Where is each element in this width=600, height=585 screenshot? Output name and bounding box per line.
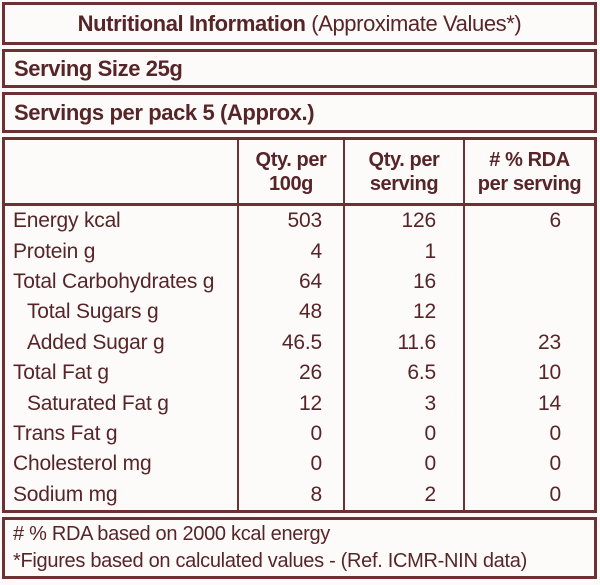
value-per-serving: 11.6 [343,327,463,359]
header-qty-per-100g: Qty. per 100g [237,140,343,203]
table-row: Protein g 4 1 [5,236,594,267]
table-header-row: Qty. per 100g Qty. per serving # % RDA p… [5,140,594,206]
nutrient-name: Saturated Fat g [27,391,169,415]
nutrient-name: Trans Fat g [13,422,118,446]
nutrient-name: Protein g [13,239,96,263]
table-row: Added Sugar g 46.5 11.6 23 [5,327,594,359]
footnotes-box: # % RDA based on 2000 kcal energy *Figur… [2,517,597,579]
header-qty-per-serving: Qty. per serving [343,140,463,203]
value-per-100g: 503 [237,206,343,237]
servings-per-pack-box: Servings per pack 5 (Approx.) [2,92,597,133]
table-row: Sodium mg 8 2 0 [5,479,594,511]
value-rda: 0 [463,449,594,480]
serving-size-text: Serving Size 25g [14,55,183,81]
table-row: Energy kcal 503 126 6 [5,206,594,237]
value-per-serving: 0 [343,449,463,480]
value-per-serving: 3 [343,388,463,419]
nutrient-name: Sodium mg [13,482,118,506]
value-rda: 0 [463,479,594,511]
value-per-serving: 1 [343,236,463,267]
value-per-serving: 16 [343,266,463,298]
value-rda: 23 [463,327,594,359]
value-per-serving: 2 [343,479,463,511]
table-row: Total Sugars g 48 12 [5,297,594,328]
table-row: Total Fat g 26 6.5 10 [5,358,594,389]
header-qty-serving-line2: serving [369,172,439,195]
value-rda: 0 [463,418,594,450]
value-per-100g: 64 [237,266,343,298]
footnote-figures: *Figures based on calculated values - (R… [13,550,527,572]
nutrition-table: Qty. per 100g Qty. per serving # % RDA p… [2,137,597,513]
value-per-100g: 0 [237,449,343,480]
value-per-100g: 12 [237,388,343,419]
nutrient-name: Total Sugars g [27,300,159,324]
nutrient-name: Total Carbohydrates g [13,270,215,294]
header-rda-per-serving: # % RDA per serving [463,140,594,203]
value-rda [463,266,594,298]
header-qty-serving-line1: Qty. per [368,148,440,171]
header-qty-100g-line1: Qty. per [255,148,327,171]
value-rda: 14 [463,388,594,419]
value-per-serving: 126 [343,206,463,237]
header-qty-100g-line2: 100g [269,172,313,195]
value-per-100g: 26 [237,358,343,389]
value-per-serving: 12 [343,297,463,328]
nutrient-name: Cholesterol mg [13,452,152,476]
value-rda [463,236,594,267]
title-main: Nutritional Information [77,10,306,36]
value-per-serving: 6.5 [343,358,463,389]
value-rda [463,297,594,328]
value-rda: 6 [463,206,594,237]
title-sub: (Approximate Values*) [305,10,522,36]
footnote-rda: # % RDA based on 2000 kcal energy [13,523,330,545]
value-per-100g: 4 [237,236,343,267]
nutrient-name: Total Fat g [13,361,109,385]
label-title: Nutritional Information (Approximate Val… [78,11,522,37]
value-per-100g: 48 [237,297,343,328]
nutrient-rows: Energy kcal 503 126 6 Protein g 4 1 Tota… [5,206,594,511]
header-rda-line1: # % RDA [489,148,570,171]
header-nutrient-blank [5,140,237,203]
serving-size-box: Serving Size 25g [2,49,597,88]
table-row: Cholesterol mg 0 0 0 [5,449,594,480]
nutrient-name: Added Sugar g [27,330,165,354]
value-per-100g: 0 [237,418,343,450]
value-per-serving: 0 [343,418,463,450]
header-rda-line2: per serving [477,172,582,195]
title-box: Nutritional Information (Approximate Val… [2,2,597,45]
value-per-100g: 8 [237,479,343,511]
value-per-100g: 46.5 [237,327,343,359]
value-rda: 10 [463,358,594,389]
servings-per-pack-text: Servings per pack 5 (Approx.) [14,99,315,125]
table-row: Total Carbohydrates g 64 16 [5,266,594,298]
nutrient-name: Energy kcal [13,209,121,233]
table-row: Trans Fat g 0 0 0 [5,418,594,450]
table-row: Saturated Fat g 12 3 14 [5,388,594,419]
